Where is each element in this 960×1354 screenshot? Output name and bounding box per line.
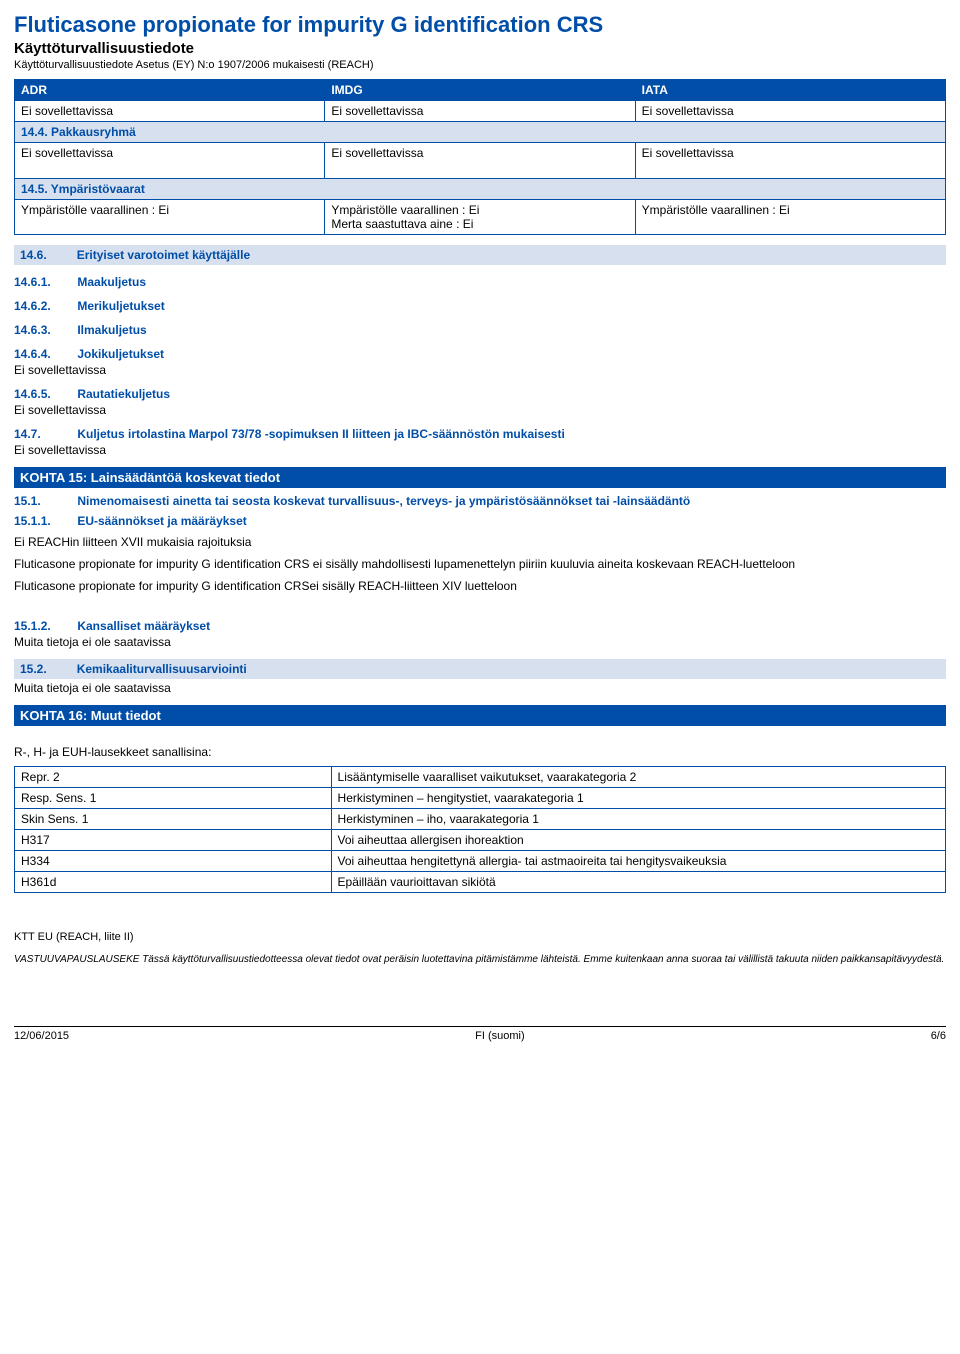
footer-date: 12/06/2015 [14, 1030, 69, 1042]
cell: Ympäristölle vaarallinen : Ei [635, 200, 945, 235]
para-151-3: Fluticasone propionate for impurity G id… [14, 578, 946, 594]
table-row: H361dEpäillään vaurioittavan sikiötä [15, 871, 946, 892]
subhead-cell: 14.4. Pakkausryhmä [15, 122, 946, 143]
sub-label: Kansalliset määräykset [77, 619, 210, 633]
sub-num: 15.1.1. [14, 514, 74, 528]
kohta-15-bar: KOHTA 15: Lainsäädäntöä koskevat tiedot [14, 467, 946, 488]
cell-text: Herkistyminen – iho, vaarakategoria 1 [331, 808, 945, 829]
cell-code: H334 [15, 850, 332, 871]
sub-label: EU-säännökset ja määräykset [77, 514, 246, 528]
cell-text: Epäillään vaurioittavan sikiötä [331, 871, 945, 892]
disclaimer: VASTUUVAPAUSLAUSEKE Tässä käyttöturvalli… [14, 953, 946, 966]
sub-num: 14.6.2. [14, 299, 74, 313]
kohta-16-bar: KOHTA 16: Muut tiedot [14, 705, 946, 726]
text-147: Ei sovellettavissa [14, 443, 946, 457]
cell-code: Resp. Sens. 1 [15, 787, 332, 808]
th-adr: ADR [15, 80, 325, 101]
section-num: 15.2. [20, 662, 47, 676]
cell-text: Voi aiheuttaa allergisen ihoreaktion [331, 829, 945, 850]
sub-1511: 15.1.1. EU-säännökset ja määräykset [14, 514, 946, 528]
sub-1462: 14.6.2. Merikuljetukset [14, 299, 946, 313]
sub-147: 14.7. Kuljetus irtolastina Marpol 73/78 … [14, 427, 946, 441]
sub-1465: 14.6.5. Rautatiekuljetus [14, 387, 946, 401]
section-label: Kemikaaliturvallisuusarviointi [77, 662, 247, 676]
table-row: Repr. 2Lisääntymiselle vaaralliset vaiku… [15, 766, 946, 787]
cell-code: Skin Sens. 1 [15, 808, 332, 829]
cell: Ei sovellettavissa [325, 101, 635, 122]
text-1465: Ei sovellettavissa [14, 403, 946, 417]
transport-table: ADR IMDG IATA Ei sovellettavissa Ei sove… [14, 79, 946, 235]
cell-text: Lisääntymiselle vaaralliset vaikutukset,… [331, 766, 945, 787]
text-152: Muita tietoja ei ole saatavissa [14, 681, 946, 695]
table-row: Ympäristölle vaarallinen : Ei Ympäristöl… [15, 200, 946, 235]
doc-title: Fluticasone propionate for impurity G id… [14, 12, 946, 38]
sub-1463: 14.6.3. Ilmakuljetus [14, 323, 946, 337]
sub-1512: 15.1.2. Kansalliset määräykset [14, 619, 946, 633]
th-imdg: IMDG [325, 80, 635, 101]
sub-label: Maakuljetus [77, 275, 146, 289]
text-1512: Muita tietoja ei ole saatavissa [14, 635, 946, 649]
table-row: H317Voi aiheuttaa allergisen ihoreaktion [15, 829, 946, 850]
doc-subtitle: Käyttöturvallisuustiedote [14, 40, 946, 57]
text-1464: Ei sovellettavissa [14, 363, 946, 377]
cell: Ei sovellettavissa [15, 143, 325, 179]
statements-caption: R-, H- ja EUH-lausekkeet sanallisina: [14, 744, 946, 760]
cell: Ympäristölle vaarallinen : Ei Merta saas… [325, 200, 635, 235]
statements-table: Repr. 2Lisääntymiselle vaaralliset vaiku… [14, 766, 946, 893]
cell: Ei sovellettavissa [635, 101, 945, 122]
cell-code: H317 [15, 829, 332, 850]
cell: Ei sovellettavissa [15, 101, 325, 122]
footer-lang: FI (suomi) [475, 1030, 525, 1042]
ktt-note: KTT EU (REACH, liite II) [14, 931, 946, 943]
sub-label: Jokikuljetukset [77, 347, 164, 361]
cell-code: H361d [15, 871, 332, 892]
table-row: Resp. Sens. 1Herkistyminen – hengitystie… [15, 787, 946, 808]
section-label: Erityiset varotoimet käyttäjälle [77, 248, 250, 262]
sub-label: Nimenomaisesti ainetta tai seosta koskev… [77, 494, 690, 508]
sub-1461: 14.6.1. Maakuljetus [14, 275, 946, 289]
sub-num: 14.6.4. [14, 347, 74, 361]
sub-label: Ilmakuljetus [77, 323, 146, 337]
sub-num: 14.6.5. [14, 387, 74, 401]
sub-1464: 14.6.4. Jokikuljetukset [14, 347, 946, 361]
footer-page: 6/6 [931, 1030, 946, 1042]
section-152: 15.2. Kemikaaliturvallisuusarviointi [14, 659, 946, 679]
doc-subnote: Käyttöturvallisuustiedote Asetus (EY) N:… [14, 59, 946, 71]
section-146: 14.6. Erityiset varotoimet käyttäjälle [14, 245, 946, 265]
para-151-1: Ei REACHin liitteen XVII mukaisia rajoit… [14, 534, 946, 550]
sub-label: Kuljetus irtolastina Marpol 73/78 -sopim… [77, 427, 564, 441]
table-row: Ei sovellettavissa Ei sovellettavissa Ei… [15, 101, 946, 122]
sub-label: Merikuljetukset [77, 299, 164, 313]
sub-num: 15.1.2. [14, 619, 74, 633]
table-row: H334Voi aiheuttaa hengitettynä allergia-… [15, 850, 946, 871]
sub-num: 15.1. [14, 494, 74, 508]
sub-num: 14.6.3. [14, 323, 74, 337]
th-iata: IATA [635, 80, 945, 101]
table-row: Skin Sens. 1Herkistyminen – iho, vaaraka… [15, 808, 946, 829]
sub-num: 14.6.1. [14, 275, 74, 289]
cell: Ei sovellettavissa [325, 143, 635, 179]
cell-text: Herkistyminen – hengitystiet, vaarakateg… [331, 787, 945, 808]
para-151-2: Fluticasone propionate for impurity G id… [14, 556, 946, 572]
subhead-row: 14.5. Ympäristövaarat [15, 179, 946, 200]
sub-label: Rautatiekuljetus [77, 387, 170, 401]
section-num: 14.6. [20, 248, 47, 262]
cell-text: Voi aiheuttaa hengitettynä allergia- tai… [331, 850, 945, 871]
cell-code: Repr. 2 [15, 766, 332, 787]
sub-num: 14.7. [14, 427, 74, 441]
page-footer: 12/06/2015 FI (suomi) 6/6 [14, 1026, 946, 1042]
subhead-row: 14.4. Pakkausryhmä [15, 122, 946, 143]
subhead-cell: 14.5. Ympäristövaarat [15, 179, 946, 200]
table-row: Ei sovellettavissa Ei sovellettavissa Ei… [15, 143, 946, 179]
cell: Ei sovellettavissa [635, 143, 945, 179]
cell: Ympäristölle vaarallinen : Ei [15, 200, 325, 235]
sub-151: 15.1. Nimenomaisesti ainetta tai seosta … [14, 494, 946, 508]
